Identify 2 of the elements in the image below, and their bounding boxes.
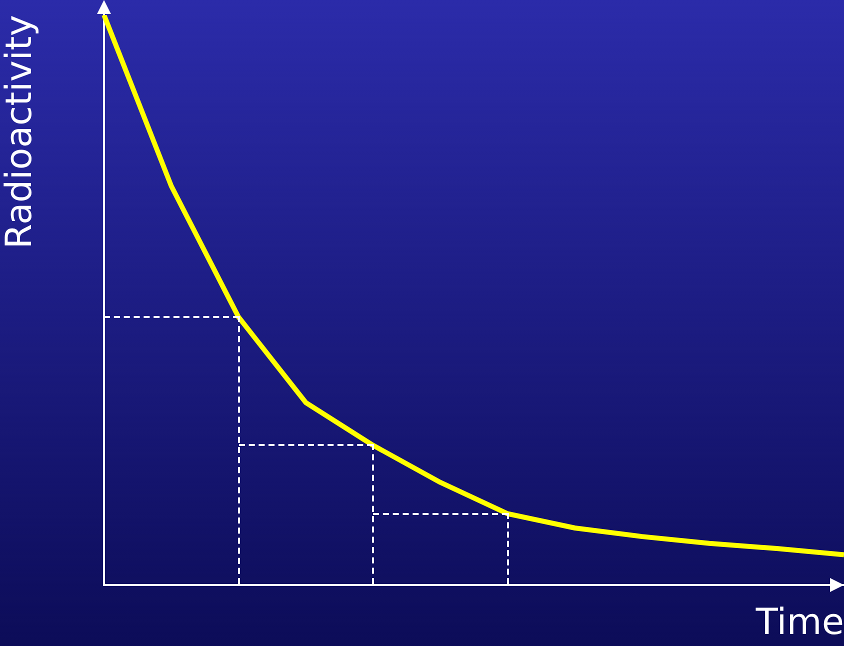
x-axis-title: Time bbox=[754, 602, 844, 643]
y-axis-title: Radioactivity bbox=[0, 15, 40, 249]
